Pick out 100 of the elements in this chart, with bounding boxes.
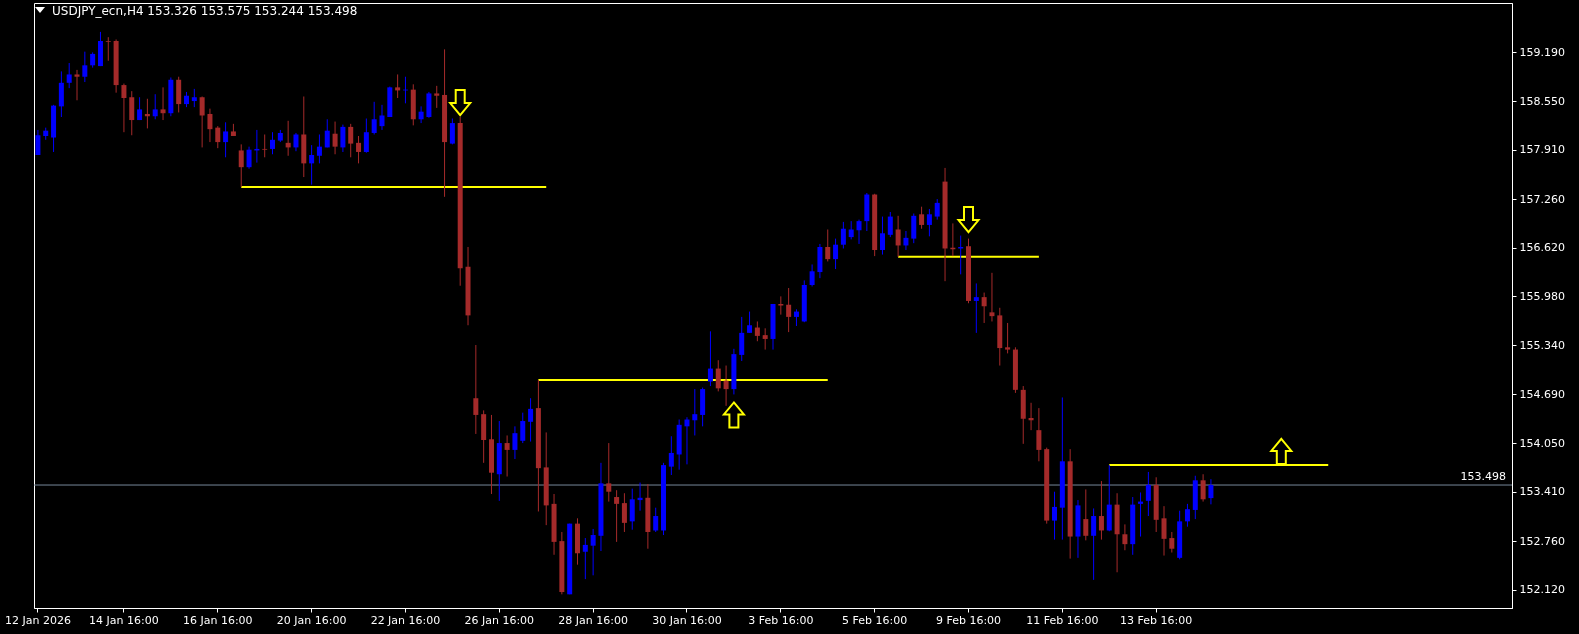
candlestick [426,91,432,119]
candlestick [1122,523,1128,551]
candlestick [778,295,784,316]
point [449,89,472,117]
candlestick [1005,322,1011,354]
candlestick [528,397,534,443]
candlestick [238,143,244,188]
candlestick [981,292,987,324]
candlestick [66,62,72,89]
candlestick [723,365,729,407]
candlestick [739,316,745,362]
x-tick-label: 14 Jan 16:00 [89,613,159,627]
candlestick [363,118,369,154]
x-tick-label: 5 Feb 16:00 [842,613,908,627]
candlestick [144,98,150,129]
candlestick [215,125,221,149]
y-tick-label: 156.620 [1519,241,1565,255]
candlestick [653,507,659,533]
y-tick-label: 155.340 [1519,338,1565,352]
candlestick [1184,503,1190,528]
x-tick-label: 12 Jan 2026 [4,613,71,627]
candlestick [316,133,322,164]
candlestick [1145,471,1151,517]
candlestick [590,528,596,576]
candlestick [833,238,839,270]
candlestick [848,220,854,240]
candlestick [1098,480,1104,541]
x-tick-label: 13 Feb 16:00 [1120,613,1193,627]
candlestick [747,311,753,334]
candlestick [1028,402,1034,431]
candlestick [1169,531,1175,554]
point [957,206,980,234]
candlestick [809,263,815,287]
y-tick-label: 155.980 [1519,289,1565,303]
y-tick-label: 152.120 [1519,583,1565,597]
candlestick [246,146,252,170]
candlestick [160,86,166,121]
candlestick [606,442,612,503]
candlestick [1161,505,1167,557]
candlestick [911,213,917,244]
candlestick [582,537,588,580]
candlestick [919,206,925,230]
candlestick [379,104,385,131]
candlestick [707,330,713,387]
candlestick [74,69,80,101]
candlestick [1083,488,1089,541]
candlestick [1052,491,1058,541]
candlestick [395,73,401,99]
x-tick-label: 26 Jan 16:00 [464,613,535,627]
candlestick [504,434,510,478]
candlestick [473,344,479,435]
candlestick [293,132,299,152]
candlestick [434,85,440,109]
candlestick [825,228,831,262]
x-tick-label: 20 Jan 16:00 [276,613,347,627]
candlestick [903,230,909,251]
ref-line-label: 153.498 [1460,470,1507,484]
candlestick [371,101,377,135]
candlestick [754,320,760,342]
candlestick [35,129,41,156]
candlestick [887,211,893,238]
chart-title: USDJPY_ecn,H4 153.326 153.575 153.244 153.498 [52,4,358,18]
candlestick [840,221,846,249]
candlestick [121,83,127,133]
candlestick [418,105,424,124]
candlestick [58,70,64,118]
y-tick-label: 159.190 [1519,45,1565,59]
candlestick [856,219,862,245]
candlestick [1036,407,1042,462]
candlestick [207,108,213,143]
x-tick-label: 3 Feb 16:00 [748,613,814,627]
candlestick [786,287,792,333]
candlestick [191,88,197,108]
candlestick [449,118,455,145]
candlestick [934,198,940,221]
candlestick [668,435,674,476]
candlestick [1208,478,1214,505]
candlestick [340,124,346,153]
y-tick-label: 154.050 [1519,436,1565,450]
point [1270,437,1293,465]
candlestick [637,482,643,512]
x-tick-label: 28 Jan 16:00 [558,613,628,627]
candlestick [1200,473,1206,503]
candlestick [262,133,268,158]
x-tick-label: 30 Jan 16:00 [652,613,722,627]
candlestick [629,488,635,531]
candlestick [520,412,526,444]
point [722,401,745,429]
candlestick [926,208,932,237]
candlestick [715,359,721,392]
candlestick [129,90,135,136]
x-tick-label: 11 Feb 16:00 [1026,613,1099,627]
y-tick-label: 157.910 [1519,143,1565,157]
candlestick [989,272,995,322]
candlestick [895,215,901,258]
x-tick-label: 22 Jan 16:00 [370,613,441,627]
y-tick-label: 154.690 [1519,387,1565,401]
candlestick [973,282,979,334]
x-tick-label: 9 Feb 16:00 [935,613,1002,627]
candlestick [199,95,205,148]
